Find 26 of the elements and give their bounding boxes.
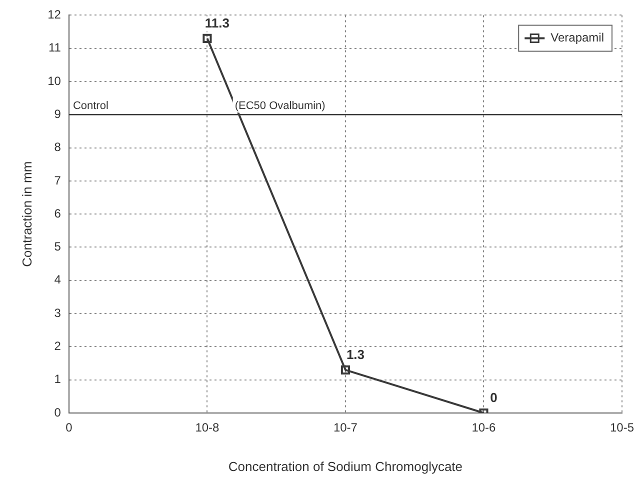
x-tick-label: 0 (66, 420, 73, 435)
y-tick-label: 9 (54, 106, 62, 121)
y-tick-label: 8 (54, 140, 62, 154)
ref-line-label: Control (72, 100, 108, 112)
y-tick-label: 5 (54, 240, 62, 254)
x-axis-title: Concentration of Sodium Chromoglycate (228, 458, 463, 474)
x-tick-label: 10-7 (333, 420, 358, 435)
y-tick-label: 4 (54, 272, 62, 287)
x-tick-label: 10-8 (195, 420, 220, 435)
x-tick-label: 10-6 (472, 420, 496, 435)
legend-label: Verapamil (550, 30, 604, 45)
y-tick-label: 3 (54, 306, 62, 320)
data-label: 1.3 (346, 346, 365, 362)
y-tick-label: 7 (54, 173, 62, 188)
y-tick-label: 1 (54, 372, 62, 386)
y-tick-label: 12 (48, 8, 62, 22)
y-tick-label: 0 (54, 405, 62, 420)
data-label: 0 (490, 390, 498, 406)
x-tick-label: 10-5 (610, 420, 634, 435)
y-tick-label: 10 (48, 74, 62, 88)
annotation: (EC50 Ovalbumin) (234, 100, 326, 112)
y-axis-title: Contraction in mm (19, 161, 34, 267)
y-tick-label: 6 (54, 206, 62, 220)
y-tick-label: 2 (54, 339, 62, 354)
data-label: 11.3 (204, 15, 230, 30)
y-tick-label: 11 (48, 40, 62, 55)
